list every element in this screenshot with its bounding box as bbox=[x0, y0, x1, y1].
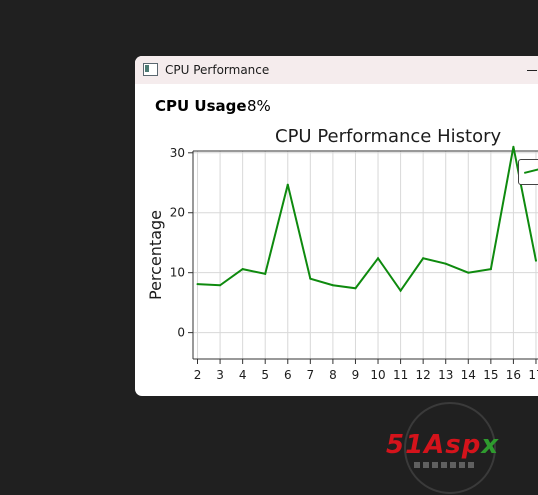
y-axis-label: Percentage bbox=[146, 210, 165, 300]
data-point bbox=[309, 277, 312, 280]
data-point bbox=[444, 262, 447, 265]
watermark-subtext bbox=[414, 462, 474, 468]
cpu-usage-value: 8% bbox=[247, 97, 271, 115]
cpu-history-chart: 0 10 20 30 23 45 6 78 9 10 11 12 13 14 15 16 17 Percenta… bbox=[146, 145, 538, 382]
data-point bbox=[331, 284, 334, 287]
cpu-usage-label: CPU Usage bbox=[155, 97, 247, 115]
app-window-icon bbox=[143, 63, 158, 76]
x-tick-label: 11 bbox=[393, 368, 408, 382]
data-point bbox=[489, 268, 492, 271]
data-point bbox=[354, 287, 357, 290]
data-point bbox=[219, 284, 222, 287]
y-tick-label: 10 bbox=[170, 266, 185, 280]
app-window: CPU Performance CPU Usage 8% CPU Perform… bbox=[135, 56, 538, 396]
data-point bbox=[196, 283, 199, 286]
series-line bbox=[197, 146, 537, 293]
x-tick-label: 5 bbox=[261, 368, 269, 382]
y-tick-label: 30 bbox=[170, 146, 185, 160]
chart-axes bbox=[188, 150, 538, 364]
watermark-text: 51Aspx bbox=[386, 430, 500, 460]
data-point bbox=[399, 289, 402, 292]
x-tick-label: 13 bbox=[438, 368, 453, 382]
chart-tick-labels: 0 10 20 30 23 45 6 78 9 10 11 12 13 14 15 16 17 bbox=[170, 146, 538, 382]
chart-legend bbox=[518, 159, 538, 185]
window-title: CPU Performance bbox=[165, 63, 270, 77]
x-tick-label: 17 bbox=[528, 368, 538, 382]
x-tick-label: 16 bbox=[506, 368, 521, 382]
chart-grid bbox=[193, 151, 538, 359]
data-point bbox=[286, 183, 289, 186]
data-point bbox=[422, 257, 425, 260]
watermark-circle bbox=[404, 402, 496, 494]
x-tick-label: 4 bbox=[239, 368, 247, 382]
title-bar[interactable]: CPU Performance bbox=[135, 56, 538, 84]
minimize-button[interactable] bbox=[523, 62, 538, 78]
x-tick-label: 12 bbox=[416, 368, 431, 382]
x-tick-label: 8 bbox=[329, 368, 337, 382]
x-tick-label: 7 bbox=[307, 368, 315, 382]
y-tick-label: 20 bbox=[170, 206, 185, 220]
x-tick-label: 10 bbox=[370, 368, 385, 382]
chart-series bbox=[196, 145, 537, 293]
y-tick-label: 0 bbox=[177, 326, 185, 340]
data-point bbox=[512, 145, 515, 148]
chart-title: CPU Performance History bbox=[275, 126, 502, 147]
x-tick-label: 9 bbox=[352, 368, 360, 382]
x-tick-label: 6 bbox=[284, 368, 292, 382]
data-point bbox=[264, 272, 267, 275]
watermark-logo: 51Aspx bbox=[384, 400, 518, 494]
data-point bbox=[377, 257, 380, 260]
x-tick-label: 3 bbox=[216, 368, 224, 382]
legend-swatch bbox=[523, 168, 538, 174]
x-tick-label: 14 bbox=[461, 368, 476, 382]
x-tick-label: 15 bbox=[483, 368, 498, 382]
data-point bbox=[241, 268, 244, 271]
data-point bbox=[534, 259, 537, 262]
data-point bbox=[467, 271, 470, 274]
x-tick-label: 2 bbox=[194, 368, 202, 382]
